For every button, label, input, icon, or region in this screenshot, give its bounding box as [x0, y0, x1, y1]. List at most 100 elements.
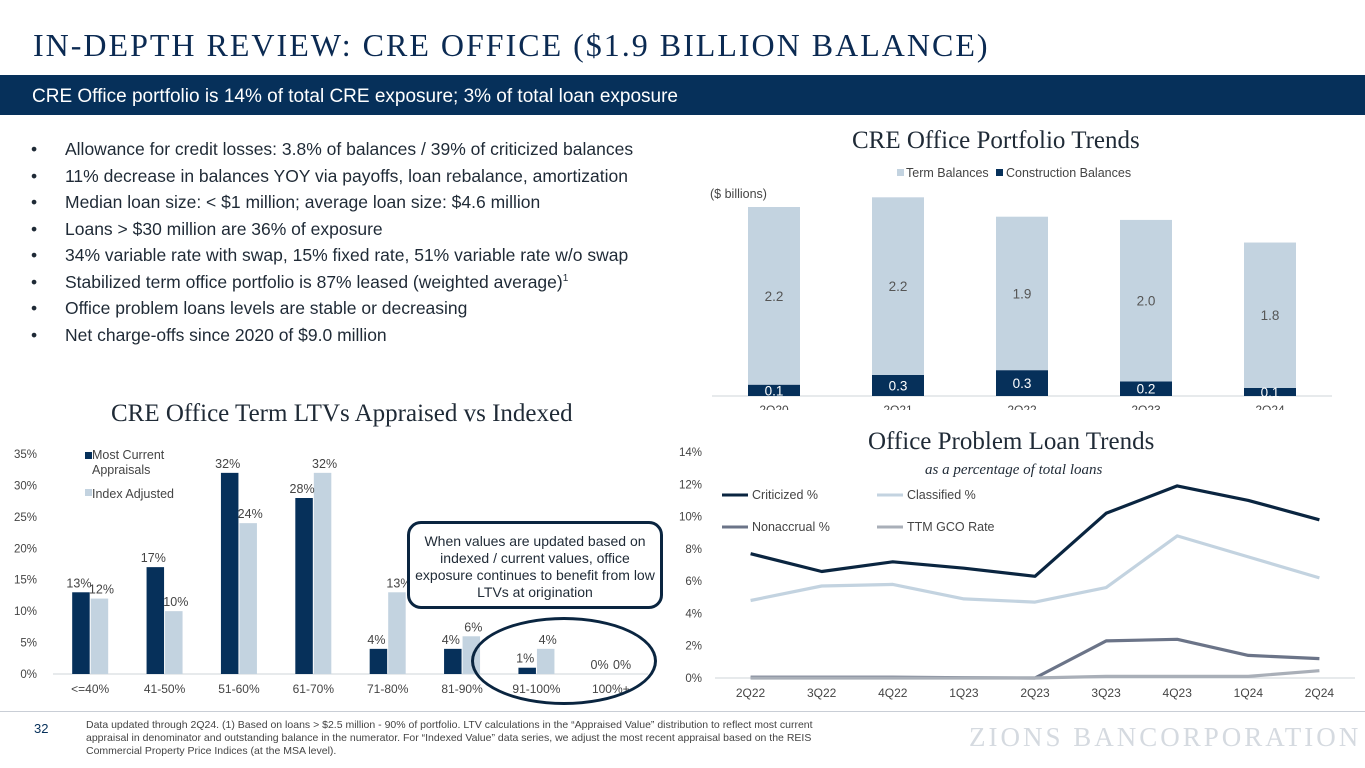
legend-label-appraisals-2: Appraisals: [92, 463, 150, 477]
y-tick-label: 14%: [679, 447, 702, 459]
index-value-label: 24%: [238, 507, 263, 521]
index-bar: [165, 611, 183, 674]
ltv-chart: 0% 5% 10% 15% 20% 25% 30% 35% Most CurrentApprai…: [14, 448, 648, 696]
appraisal-bar: [444, 648, 462, 674]
y-tick-label: 10%: [679, 512, 702, 524]
appraisal-value-label: 32%: [215, 457, 240, 471]
bullet-text: Median loan size: < $1 million; average …: [65, 192, 541, 212]
callout-box: When values are updated based on indexed…: [407, 521, 663, 609]
construction-value-label: 0.3: [1013, 376, 1032, 391]
x-tick-label: 2Q21: [883, 403, 913, 410]
y-tick-label: 0%: [20, 669, 37, 681]
x-tick-label: 100%+: [592, 682, 630, 696]
y-tick-label: 15%: [14, 575, 37, 587]
criticized-line: [750, 484, 1320, 578]
bullet-item: • Loans > $30 million are 36% of exposure: [31, 219, 633, 246]
index-value-label: 6%: [464, 620, 482, 634]
appraisal-bar: [220, 472, 239, 674]
construction-bar: [872, 375, 924, 396]
term-bar: [748, 207, 800, 385]
bullet-list: • Allowance for credit losses: 3.8% of ba…: [31, 139, 633, 351]
x-tick-label: 2Q24: [1305, 686, 1335, 700]
bullet-marker: •: [31, 192, 38, 212]
appraisal-bar: [146, 567, 165, 674]
y-tick-label: 2%: [685, 641, 702, 653]
index-bar: [388, 592, 406, 674]
bullet-text: Office problem loans levels are stable o…: [65, 298, 468, 318]
x-tick-label: 4Q22: [878, 686, 908, 700]
appraisal-bar: [295, 498, 313, 674]
x-tick-label: 41-50%: [144, 682, 186, 696]
bullet-text: Loans > $30 million are 36% of exposure: [65, 218, 383, 239]
unit-label: ($ billions): [710, 187, 767, 201]
banner: [0, 75, 1365, 115]
term-bar: [872, 197, 924, 375]
appraisal-value-label: 0%: [591, 658, 609, 672]
x-tick-label: 3Q22: [807, 686, 837, 700]
appraisal-bar: [369, 648, 388, 674]
bullet-item: • Median loan size: < $1 million; average…: [31, 192, 633, 219]
construction-bar: [1120, 381, 1172, 396]
bullet-marker: •: [31, 139, 38, 159]
index-bar: [313, 472, 332, 674]
y-tick-label: 8%: [685, 544, 702, 556]
y-tick-label: 25%: [14, 512, 37, 524]
x-tick-label: 1Q24: [1234, 686, 1264, 700]
term-bar: [996, 216, 1048, 371]
construction-bar: [748, 384, 800, 396]
footnote: Data updated through 2Q24. (1) Based on …: [86, 719, 813, 757]
x-tick-label: 1Q23: [949, 686, 979, 700]
term-value-label: 2.0: [1137, 294, 1156, 309]
problem-loan-chart-subtitle: as a percentage of total loans: [925, 462, 1103, 478]
legend-label-term: Term Balances: [906, 166, 989, 180]
bullet-item: • 34% variable rate with swap, 15% fixed …: [31, 245, 633, 272]
bullet-marker: •: [31, 218, 38, 239]
bullet-text: Net charge-offs since 2020 of $9.0 milli…: [65, 324, 387, 345]
legend-label-construction: Construction Balances: [1006, 166, 1131, 180]
x-tick-label: <=40%: [71, 682, 109, 696]
index-value-label: 10%: [163, 595, 188, 609]
nonaccrual-line: [750, 637, 1320, 680]
problem-loan-chart: 0% 2% 4% 6% 8% 10% 12% 14% 2Q22 3Q22 4Q22 1Q23 2Q23 3…: [679, 447, 1355, 700]
y-tick-label: 20%: [14, 543, 37, 555]
footnote-ref: 1: [562, 272, 569, 284]
x-tick-label: 3Q23: [1091, 686, 1121, 700]
construction-value-label: 0.1: [1261, 385, 1280, 400]
y-tick-label: 12%: [679, 479, 702, 491]
page-number: 32: [34, 721, 49, 736]
appraisal-value-label: 4%: [442, 633, 460, 647]
bullet-marker: •: [31, 324, 38, 345]
term-bar: [1244, 242, 1296, 388]
appraisal-bar: [72, 592, 90, 674]
term-bar: [1120, 219, 1172, 382]
term-value-label: 1.8: [1261, 308, 1280, 323]
y-tick-label: 4%: [685, 608, 702, 620]
index-bar: [536, 648, 555, 674]
bullet-text: Stabilized term office portfolio is 87% …: [65, 271, 563, 292]
index-bar: [239, 523, 257, 674]
x-tick-label: 2Q24: [1255, 403, 1285, 410]
bullet-marker: •: [31, 245, 38, 265]
x-tick-label: 2Q23: [1131, 403, 1161, 410]
problem-loan-chart-title: Office Problem Loan Trends: [868, 428, 1155, 455]
construction-value-label: 0.3: [889, 379, 908, 394]
gco-line: [750, 669, 1320, 680]
y-tick-label: 5%: [20, 638, 37, 650]
page-title: IN-DEPTH REVIEW: CRE OFFICE ($1.9 BILLIO…: [33, 27, 990, 63]
appraisal-value-label: 13%: [66, 576, 91, 590]
index-bar: [462, 636, 481, 674]
bullet-text: Allowance for credit losses: 3.8% of bal…: [65, 139, 634, 159]
construction-bar: [1244, 387, 1296, 396]
legend-label-appraisals: Most Current: [92, 448, 165, 462]
appraisal-value-label: 17%: [141, 551, 166, 565]
trends-chart-title: CRE Office Portfolio Trends: [852, 127, 1140, 154]
legend-label: Criticized %: [752, 488, 818, 502]
company-logo: ZIONS BANCORPORATION: [969, 722, 1362, 752]
x-tick-label: 2Q22: [1007, 403, 1037, 410]
legend-label: Classified %: [907, 488, 976, 502]
x-tick-label: 4Q23: [1163, 686, 1193, 700]
term-value-label: 1.9: [1013, 286, 1032, 301]
term-value-label: 2.2: [765, 289, 784, 304]
x-tick-label: 81-90%: [441, 682, 483, 696]
construction-value-label: 0.1: [765, 383, 784, 398]
